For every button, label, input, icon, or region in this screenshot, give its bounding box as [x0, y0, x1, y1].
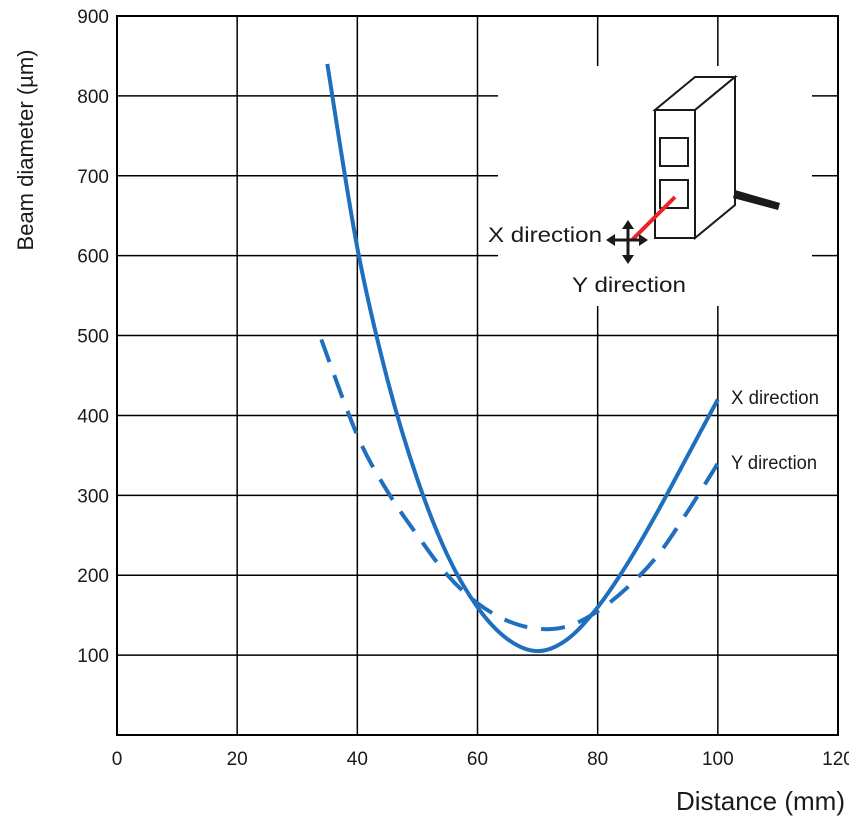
laser-beam — [630, 195, 677, 242]
y-tick-label: 200 — [77, 566, 109, 587]
x-tick-label: 0 — [112, 749, 123, 770]
series-line-y-direction — [319, 338, 720, 632]
y-axis-label: Beam diameter (µm) — [13, 50, 38, 251]
x-axis-label: Distance (mm) — [676, 786, 845, 816]
y-tick-label: 700 — [77, 167, 109, 188]
y-tick-label: 900 — [77, 7, 109, 28]
x-tick-label: 100 — [702, 749, 734, 770]
series-label-x-direction: X direction — [731, 388, 819, 409]
sensor-inset: X direction Y direction — [488, 66, 812, 306]
y-tick-label: 400 — [77, 406, 109, 427]
inset-y-direction-label: Y direction — [572, 274, 686, 297]
y-tick-label: 300 — [77, 486, 109, 507]
x-tick-label: 60 — [467, 749, 488, 770]
sensor-icon — [652, 74, 780, 241]
series-group — [319, 63, 720, 654]
y-axis-ticks: 100 200 300 400 500 600 700 800 900 — [77, 7, 109, 667]
x-axis-ticks: 0 20 40 60 80 100 120 — [112, 749, 849, 770]
direction-arrows-icon — [606, 220, 648, 264]
inset-x-direction-label: X direction — [488, 224, 602, 247]
x-tick-label: 40 — [347, 749, 368, 770]
y-tick-label: 500 — [77, 327, 109, 348]
x-tick-label: 120 — [822, 749, 849, 770]
series-line-x-direction — [325, 63, 720, 654]
y-tick-label: 100 — [77, 646, 109, 667]
y-tick-label: 600 — [77, 247, 109, 268]
plot-frame — [116, 15, 839, 736]
y-tick-label: 800 — [77, 87, 109, 108]
series-label-y-direction: Y direction — [731, 453, 817, 474]
x-tick-label: 20 — [227, 749, 248, 770]
x-tick-label: 80 — [587, 749, 608, 770]
